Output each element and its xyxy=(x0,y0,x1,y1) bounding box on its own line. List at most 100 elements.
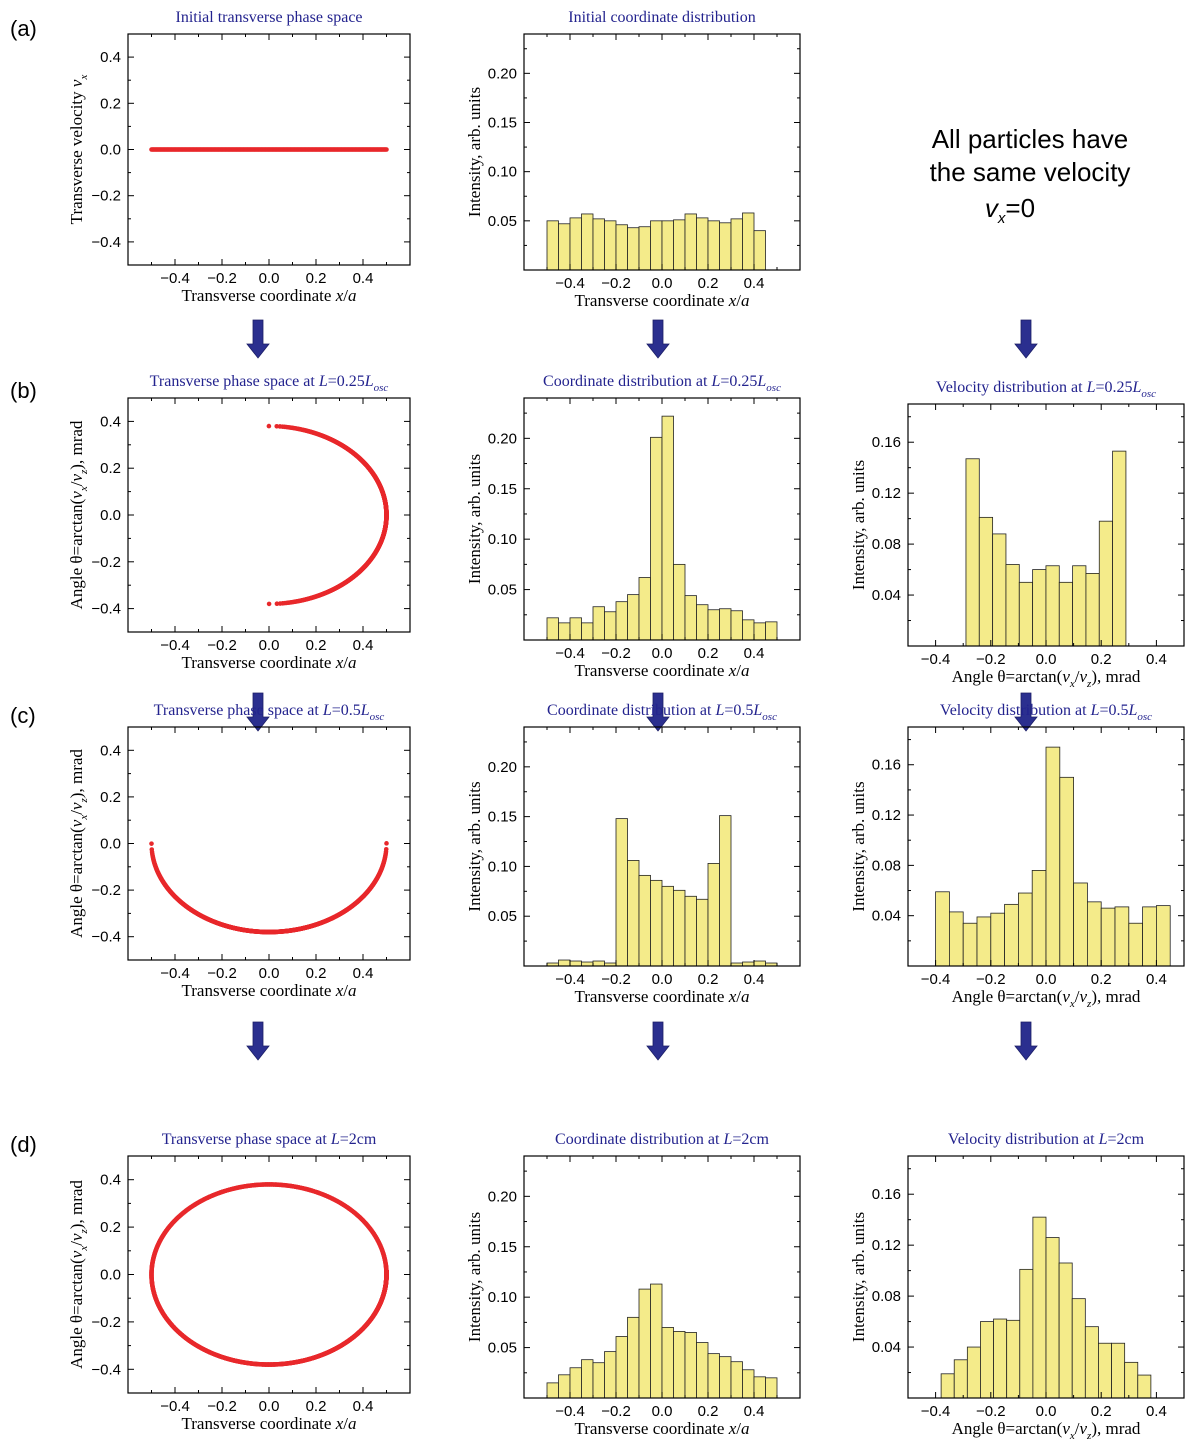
histogram-bar xyxy=(1006,1319,1021,1399)
x-tick-label: 0.4 xyxy=(353,637,374,654)
note-v: v xyxy=(985,193,1000,223)
y-tick-label: 0.10 xyxy=(488,531,517,548)
histogram-bar xyxy=(1019,1268,1034,1399)
panel-a2: Initial coordinate distribution −0.4 −0.2 0… xyxy=(465,9,801,310)
histogram-bar xyxy=(730,218,743,271)
y-tick-label: 0.10 xyxy=(488,858,517,875)
note: All particles have the same velocity vx=… xyxy=(930,124,1131,227)
chart-title-part: osc xyxy=(762,711,777,723)
x-axis-label-part: a xyxy=(348,286,357,305)
x-tick-label: 0.0 xyxy=(652,1403,673,1420)
y-tick-label: 0.2 xyxy=(100,95,121,112)
chart-title-part: L xyxy=(752,702,762,719)
histogram-bar xyxy=(1032,569,1047,647)
histogram-bar xyxy=(661,415,674,641)
y-axis-label: Intensity, arb. units xyxy=(465,781,484,911)
histogram-bar xyxy=(684,1332,697,1399)
x-axis-label: Transverse coordinate x/a xyxy=(181,653,356,672)
histogram-bar xyxy=(684,895,697,967)
y-tick-label: 0.12 xyxy=(872,807,901,824)
y-axis-label-part: Intensity, arb. units xyxy=(465,87,484,217)
x-axis-label-part: ), mrad xyxy=(1091,987,1141,1006)
y-tick-label: −0.4 xyxy=(91,234,121,251)
down-arrow-icon xyxy=(1014,1021,1038,1061)
down-arrow-icon xyxy=(646,1021,670,1061)
histogram-bar xyxy=(569,217,582,271)
x-axis-label: Transverse coordinate x/a xyxy=(181,981,356,1000)
phase-point xyxy=(266,423,272,429)
row-label-b: (b) xyxy=(10,378,37,403)
histogram-bar xyxy=(1058,1262,1073,1399)
y-axis-label-part: Intensity, arb. units xyxy=(849,460,868,590)
histogram-bar xyxy=(546,617,559,641)
y-tick-label: 0.05 xyxy=(488,908,517,925)
note-line-3: vx=0 xyxy=(985,193,1035,227)
x-axis-label-part: Transverse coordinate xyxy=(181,653,335,672)
down-arrow-icon xyxy=(246,1021,270,1061)
y-tick-label: 0.0 xyxy=(100,1267,121,1284)
chart-title-part: L xyxy=(710,373,720,390)
histogram-bar xyxy=(604,220,617,271)
x-tick-label: 0.0 xyxy=(652,971,673,988)
x-tick-label: −0.2 xyxy=(601,275,631,292)
x-axis-label-part: Transverse coordinate xyxy=(181,286,335,305)
y-tick-label: 0.20 xyxy=(488,1188,517,1205)
y-axis-label-part: Intensity, arb. units xyxy=(465,781,484,911)
down-arrow-icon xyxy=(1014,692,1038,732)
chart-title-part: =0.25 xyxy=(1095,379,1132,396)
x-tick-label: 0.2 xyxy=(306,637,327,654)
x-axis-label: Angle θ=arctan(vx/vz), mrad xyxy=(952,667,1141,690)
histogram-bar xyxy=(1098,520,1113,647)
plot-frame xyxy=(127,1155,411,1394)
x-axis-label-part: a xyxy=(741,1419,750,1438)
x-tick-label: 0.4 xyxy=(353,270,374,287)
y-tick-label: 0.04 xyxy=(872,587,901,604)
histogram-bar xyxy=(1005,564,1020,647)
histogram-bar xyxy=(965,458,980,647)
x-axis-label-part: Transverse coordinate xyxy=(574,987,728,1006)
histogram-bar xyxy=(742,619,755,641)
histogram-bar xyxy=(558,622,571,641)
panel-d3: Velocity distribution at L=2cm −0.4 −0.2 0.… xyxy=(849,1131,1185,1441)
histogram-bar xyxy=(978,516,994,647)
histogram-bar xyxy=(650,436,663,641)
y-tick-label: 0.0 xyxy=(100,507,121,524)
chart-title-part: L xyxy=(1098,1131,1108,1148)
histogram-bar xyxy=(650,220,663,271)
histogram-bar xyxy=(753,960,766,967)
x-axis-label: Transverse coordinate x/a xyxy=(574,987,749,1006)
chart-title-part: L xyxy=(360,702,370,719)
x-axis-label-part: ), mrad xyxy=(1091,1419,1141,1438)
x-axis-label-part: x xyxy=(728,291,737,310)
chart-title-part: osc xyxy=(1141,388,1156,400)
x-tick-label: 0.2 xyxy=(698,645,719,662)
histogram-bar xyxy=(1084,1326,1099,1399)
note-rest: =0 xyxy=(1005,193,1035,223)
histogram-bar xyxy=(1124,1361,1139,1399)
y-axis-label: Intensity, arb. units xyxy=(465,454,484,584)
x-tick-label: 0.4 xyxy=(1146,1403,1167,1420)
x-tick-label: 0.0 xyxy=(1036,651,1057,668)
y-tick-label: 0.08 xyxy=(872,1288,901,1305)
y-tick-label: 0.4 xyxy=(100,742,121,759)
x-axis-label-part: a xyxy=(741,291,750,310)
y-axis-label-part: Angle θ=arctan( xyxy=(67,498,86,609)
chart-title-part: Initial coordinate distribution xyxy=(568,9,756,26)
x-tick-label: 0.0 xyxy=(259,1398,280,1415)
histogram-bar xyxy=(627,860,640,967)
histogram-bar xyxy=(569,1367,582,1399)
histogram-bar xyxy=(615,1336,628,1399)
y-axis-label-part: Angle θ=arctan( xyxy=(67,1258,86,1369)
histogram-bar xyxy=(1098,1342,1112,1399)
histogram-bar xyxy=(1031,870,1047,967)
histogram-bar xyxy=(638,874,651,967)
histogram-bar xyxy=(696,604,709,641)
x-tick-label: 0.0 xyxy=(259,270,280,287)
plot-frame xyxy=(127,397,411,633)
chart-title: Initial transverse phase space xyxy=(175,9,362,26)
histogram-bar xyxy=(753,1376,766,1399)
histogram-bar xyxy=(1100,907,1116,967)
x-axis-label-part: x xyxy=(335,286,344,305)
y-tick-label: 0.05 xyxy=(488,582,517,599)
chart-title-part: =2cm xyxy=(732,1131,769,1148)
